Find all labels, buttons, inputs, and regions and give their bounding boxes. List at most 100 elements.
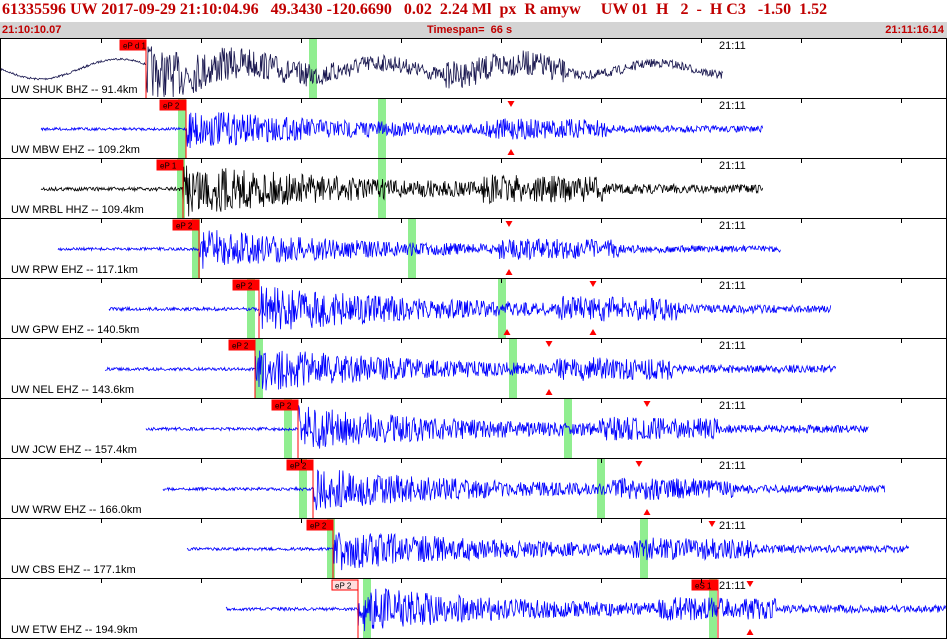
time-tick (601, 339, 602, 343)
pick-label: eP d 1 (123, 42, 147, 51)
time-tick (201, 399, 202, 403)
pick-label: eP 2 (232, 342, 249, 351)
time-tick (801, 279, 802, 283)
time-tick (401, 159, 402, 163)
trace-time-label: 21:11 (719, 400, 746, 412)
time-tick (501, 99, 502, 103)
trace-panel[interactable]: eP 2 21:11 UW GPW EHZ -- 140.5km (0, 278, 947, 339)
waveform-line (187, 533, 909, 571)
time-tick (401, 219, 402, 223)
time-tick (401, 39, 402, 43)
time-tick (401, 99, 402, 103)
time-tick (701, 39, 702, 43)
time-tick (601, 399, 602, 403)
waveform-line (109, 286, 831, 329)
trace-time-label: 21:11 (719, 460, 746, 472)
trace-time-label: 21:11 (719, 580, 746, 592)
time-tick (401, 459, 402, 463)
time-tick (301, 279, 302, 283)
arrival-marker-up (590, 329, 597, 335)
pick-label: eP 2 (236, 282, 253, 291)
trace-panel[interactable]: eP 2 eS 1 21:11 UW ETW EHZ -- 194.9km (0, 578, 947, 639)
time-tick (501, 279, 502, 283)
time-tick (101, 279, 102, 283)
arrival-marker-up (506, 269, 513, 275)
time-tick (701, 519, 702, 523)
time-window-marker (564, 399, 572, 459)
time-tick (301, 219, 302, 223)
time-tick (901, 39, 902, 43)
time-tick (801, 579, 802, 583)
time-tick (501, 399, 502, 403)
time-tick (101, 99, 102, 103)
waveform-plot: eP 2 (1, 99, 946, 159)
time-tick (101, 399, 102, 403)
time-tick (801, 99, 802, 103)
time-tick (501, 39, 502, 43)
event-title: 61335596 UW 2017-09-29 21:10:04.96 49.34… (2, 1, 827, 19)
time-tick (901, 339, 902, 343)
time-tick (601, 459, 602, 463)
station-label: UW JCW EHZ -- 157.4km (11, 444, 137, 456)
trace-time-label: 21:11 (719, 100, 746, 112)
time-tick (601, 39, 602, 43)
time-tick (201, 159, 202, 163)
time-tick (701, 159, 702, 163)
arrival-marker-up (747, 629, 754, 635)
station-label: UW WRW EHZ -- 166.0km (11, 504, 142, 516)
trace-panel[interactable]: eP 2 21:11 UW JCW EHZ -- 157.4km (0, 398, 947, 459)
waveform-line (58, 230, 780, 269)
time-tick (901, 579, 902, 583)
station-label: UW MBW EHZ -- 109.2km (11, 144, 140, 156)
pick-label: eP 2 (275, 402, 292, 411)
trace-panel[interactable]: eP d 1 21:11 UW SHUK BHZ -- 91.4km (0, 38, 947, 99)
time-tick (901, 459, 902, 463)
trace-panel[interactable]: eP 2 21:11 UW MBW EHZ -- 109.2km (0, 98, 947, 159)
time-tick (201, 99, 202, 103)
trace-panel[interactable]: eP 2 21:11 UW WRW EHZ -- 166.0km (0, 458, 947, 519)
timespan-label: Timespan= 66 s (427, 24, 512, 36)
time-tick (401, 399, 402, 403)
time-tick (201, 219, 202, 223)
time-tick (901, 399, 902, 403)
arrival-marker-down (508, 101, 515, 107)
time-tick (701, 399, 702, 403)
time-tick (501, 579, 502, 583)
time-tick (101, 219, 102, 223)
trace-time-label: 21:11 (719, 280, 746, 292)
time-tick (201, 579, 202, 583)
seismogram-traces[interactable]: eP d 1 21:11 UW SHUK BHZ -- 91.4km eP 2 21:1… (0, 38, 947, 640)
time-tick (301, 399, 302, 403)
pick-label: eP 2 (310, 522, 327, 531)
waveform-plot: eP 2 (1, 279, 946, 339)
time-tick (601, 99, 602, 103)
time-tick (301, 99, 302, 103)
time-tick (801, 459, 802, 463)
station-label: UW NEL EHZ -- 143.6km (11, 384, 134, 396)
trace-panel[interactable]: eP 2 21:11 UW NEL EHZ -- 143.6km (0, 338, 947, 399)
station-label: UW RPW EHZ -- 117.1km (11, 264, 138, 276)
time-tick (101, 159, 102, 163)
pick-label: eP 2 (176, 222, 193, 231)
trace-panel[interactable]: eP 1 21:11 UW MRBL HHZ -- 109.4km (0, 158, 947, 219)
time-tick (501, 159, 502, 163)
event-header: 61335596 UW 2017-09-29 21:10:04.96 49.34… (0, 0, 947, 22)
arrival-marker-down (546, 341, 553, 347)
station-label: UW CBS EHZ -- 177.1km (11, 564, 136, 576)
time-tick (801, 339, 802, 343)
time-tick (201, 519, 202, 523)
time-tick (701, 279, 702, 283)
waveform-line (41, 166, 763, 217)
time-tick (401, 339, 402, 343)
time-tick (201, 279, 202, 283)
trace-panel[interactable]: eP 2 21:11 UW RPW EHZ -- 117.1km (0, 218, 947, 279)
waveform-plot: eP 2 (1, 459, 946, 519)
arrival-marker-up (546, 389, 553, 395)
time-tick (301, 159, 302, 163)
arrival-marker-down (590, 281, 597, 287)
time-tick (701, 339, 702, 343)
time-tick (401, 579, 402, 583)
trace-panel[interactable]: eP 2 21:11 UW CBS EHZ -- 177.1km (0, 518, 947, 579)
waveform-plot: eP d 1 (1, 39, 946, 99)
trace-time-label: 21:11 (719, 220, 746, 232)
